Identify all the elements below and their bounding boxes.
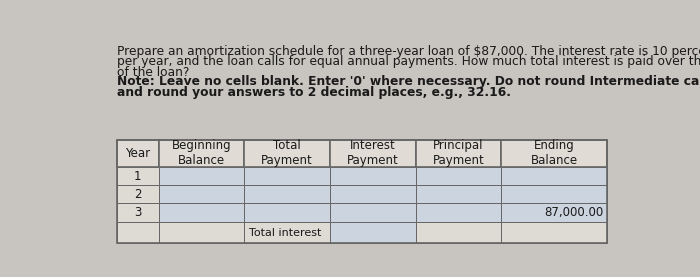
Bar bbox=[117, 140, 607, 243]
Text: Note: Leave no cells blank. Enter '0' where necessary. Do not round Intermediate: Note: Leave no cells blank. Enter '0' wh… bbox=[117, 75, 700, 88]
Bar bbox=[159, 203, 244, 222]
Bar bbox=[501, 140, 607, 167]
Bar bbox=[117, 167, 159, 185]
Bar bbox=[330, 222, 416, 243]
Bar bbox=[501, 222, 607, 243]
Bar bbox=[159, 222, 244, 243]
Text: Interest
Payment: Interest Payment bbox=[347, 139, 399, 167]
Bar bbox=[117, 140, 159, 167]
Bar bbox=[330, 140, 416, 167]
Bar bbox=[501, 167, 607, 185]
Bar bbox=[244, 185, 330, 203]
Bar bbox=[244, 203, 330, 222]
Text: Principal
Payment: Principal Payment bbox=[433, 139, 484, 167]
Bar bbox=[117, 203, 159, 222]
Bar bbox=[159, 185, 244, 203]
Bar bbox=[159, 140, 244, 167]
Text: 3: 3 bbox=[134, 206, 141, 219]
Bar bbox=[244, 167, 330, 185]
Text: 87,000.00: 87,000.00 bbox=[545, 206, 603, 219]
Bar bbox=[416, 185, 501, 203]
Text: 1: 1 bbox=[134, 170, 141, 183]
Bar bbox=[416, 167, 501, 185]
Text: and round your answers to 2 decimal places, e.g., 32.16.: and round your answers to 2 decimal plac… bbox=[117, 86, 511, 99]
Text: of the loan?: of the loan? bbox=[117, 66, 189, 79]
Text: Prepare an amortization schedule for a three-year loan of $87,000. The interest : Prepare an amortization schedule for a t… bbox=[117, 45, 700, 58]
Bar bbox=[416, 203, 501, 222]
Bar bbox=[159, 167, 244, 185]
Bar bbox=[244, 222, 330, 243]
Text: Ending
Balance: Ending Balance bbox=[531, 139, 578, 167]
Text: Year: Year bbox=[125, 147, 150, 160]
Bar bbox=[330, 167, 416, 185]
Text: per year, and the loan calls for equal annual payments. How much total interest : per year, and the loan calls for equal a… bbox=[117, 55, 700, 68]
Bar bbox=[416, 140, 501, 167]
Bar bbox=[117, 185, 159, 203]
Bar bbox=[244, 140, 330, 167]
Bar bbox=[501, 203, 607, 222]
Text: Total interest: Total interest bbox=[249, 227, 321, 238]
Bar bbox=[117, 222, 159, 243]
Bar bbox=[330, 203, 416, 222]
Text: 2: 2 bbox=[134, 188, 141, 201]
Bar bbox=[330, 185, 416, 203]
Bar bbox=[416, 222, 501, 243]
Text: Beginning
Balance: Beginning Balance bbox=[172, 139, 231, 167]
Bar bbox=[501, 185, 607, 203]
Text: Total
Payment: Total Payment bbox=[261, 139, 313, 167]
